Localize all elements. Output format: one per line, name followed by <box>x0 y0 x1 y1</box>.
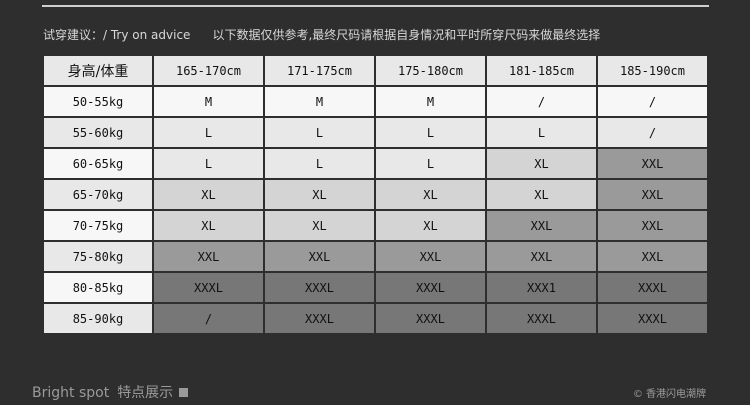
column-header: 181-185cm <box>485 54 598 87</box>
size-cell: XXL <box>596 240 709 273</box>
size-cell: L <box>263 147 376 180</box>
size-cell: XXL <box>485 209 598 242</box>
size-cell: XXX1 <box>485 271 598 304</box>
table-row: 85-90kg / XXXL XXXL XXXL XXXL <box>42 302 709 335</box>
size-cell: M <box>152 85 265 118</box>
size-cell: XXXL <box>374 302 487 335</box>
size-cell: L <box>263 116 376 149</box>
bright-spot-heading: Bright spot 特点展示 <box>32 382 189 402</box>
size-cell: L <box>152 147 265 180</box>
top-divider <box>42 5 709 7</box>
corner-header: 身高/体重 <box>42 54 154 87</box>
try-on-advice: 试穿建议：/ Try on advice 以下数据仅供参考,最终尺码请根据自身情况… <box>43 26 600 43</box>
bright-spot-cn: 特点展示 <box>117 385 174 401</box>
size-cell: XXL <box>596 147 709 180</box>
size-chart-table: 身高/体重 165-170cm 171-175cm 175-180cm 181-185c… <box>42 54 709 335</box>
size-cell: XL <box>485 147 598 180</box>
size-cell: / <box>596 85 709 118</box>
bright-spot-en: Bright spot <box>32 385 110 401</box>
weight-label: 60-65kg <box>42 147 154 180</box>
size-cell: / <box>485 85 598 118</box>
size-cell: XXXL <box>485 302 598 335</box>
size-cell: XXXL <box>263 302 376 335</box>
column-header: 175-180cm <box>374 54 487 87</box>
table-row: 60-65kg L L L XL XXL <box>42 147 709 180</box>
size-cell: XL <box>374 209 487 242</box>
brand-watermark: © 香港闪电潮牌 <box>632 389 706 400</box>
size-cell: M <box>374 85 487 118</box>
column-header: 171-175cm <box>263 54 376 87</box>
size-cell: / <box>596 116 709 149</box>
size-cell: XL <box>263 209 376 242</box>
size-cell: XL <box>263 178 376 211</box>
column-header: 185-190cm <box>596 54 709 87</box>
size-cell: M <box>263 85 376 118</box>
size-cell: XXL <box>152 240 265 273</box>
weight-label: 85-90kg <box>42 302 154 335</box>
size-cell: XL <box>152 209 265 242</box>
weight-label: 80-85kg <box>42 271 154 304</box>
table-row: 65-70kg XL XL XL XL XXL <box>42 178 709 211</box>
size-cell: XXL <box>596 178 709 211</box>
weight-label: 50-55kg <box>42 85 154 118</box>
advice-label: 试穿建议：/ Try on advice <box>43 28 191 42</box>
size-cell: L <box>374 116 487 149</box>
weight-label: 65-70kg <box>42 178 154 211</box>
table-row: 75-80kg XXL XXL XXL XXL XXL <box>42 240 709 273</box>
weight-label: 70-75kg <box>42 209 154 242</box>
table-row: 70-75kg XL XL XL XXL XXL <box>42 209 709 242</box>
advice-note: 以下数据仅供参考,最终尺码请根据自身情况和平时所穿尺码来做最终选择 <box>212 28 601 42</box>
size-cell: L <box>485 116 598 149</box>
size-cell: XXXL <box>596 302 709 335</box>
size-cell: XXL <box>596 209 709 242</box>
table-row: 50-55kg M M M / / <box>42 85 709 118</box>
size-cell: / <box>152 302 265 335</box>
size-cell: XL <box>374 178 487 211</box>
column-header: 165-170cm <box>152 54 265 87</box>
size-cell: XXL <box>263 240 376 273</box>
square-icon <box>179 388 189 397</box>
header-row: 身高/体重 165-170cm 171-175cm 175-180cm 181-185c… <box>42 54 709 87</box>
size-cell: XXXL <box>596 271 709 304</box>
size-cell: XXXL <box>374 271 487 304</box>
table-row: 80-85kg XXXL XXXL XXXL XXX1 XXXL <box>42 271 709 304</box>
size-cell: XXL <box>485 240 598 273</box>
size-cell: XXXL <box>152 271 265 304</box>
weight-label: 55-60kg <box>42 116 154 149</box>
size-cell: XL <box>485 178 598 211</box>
size-cell: L <box>152 116 265 149</box>
size-cell: XL <box>152 178 265 211</box>
size-cell: L <box>374 147 487 180</box>
size-cell: XXL <box>374 240 487 273</box>
size-cell: XXXL <box>263 271 376 304</box>
table-row: 55-60kg L L L L / <box>42 116 709 149</box>
weight-label: 75-80kg <box>42 240 154 273</box>
